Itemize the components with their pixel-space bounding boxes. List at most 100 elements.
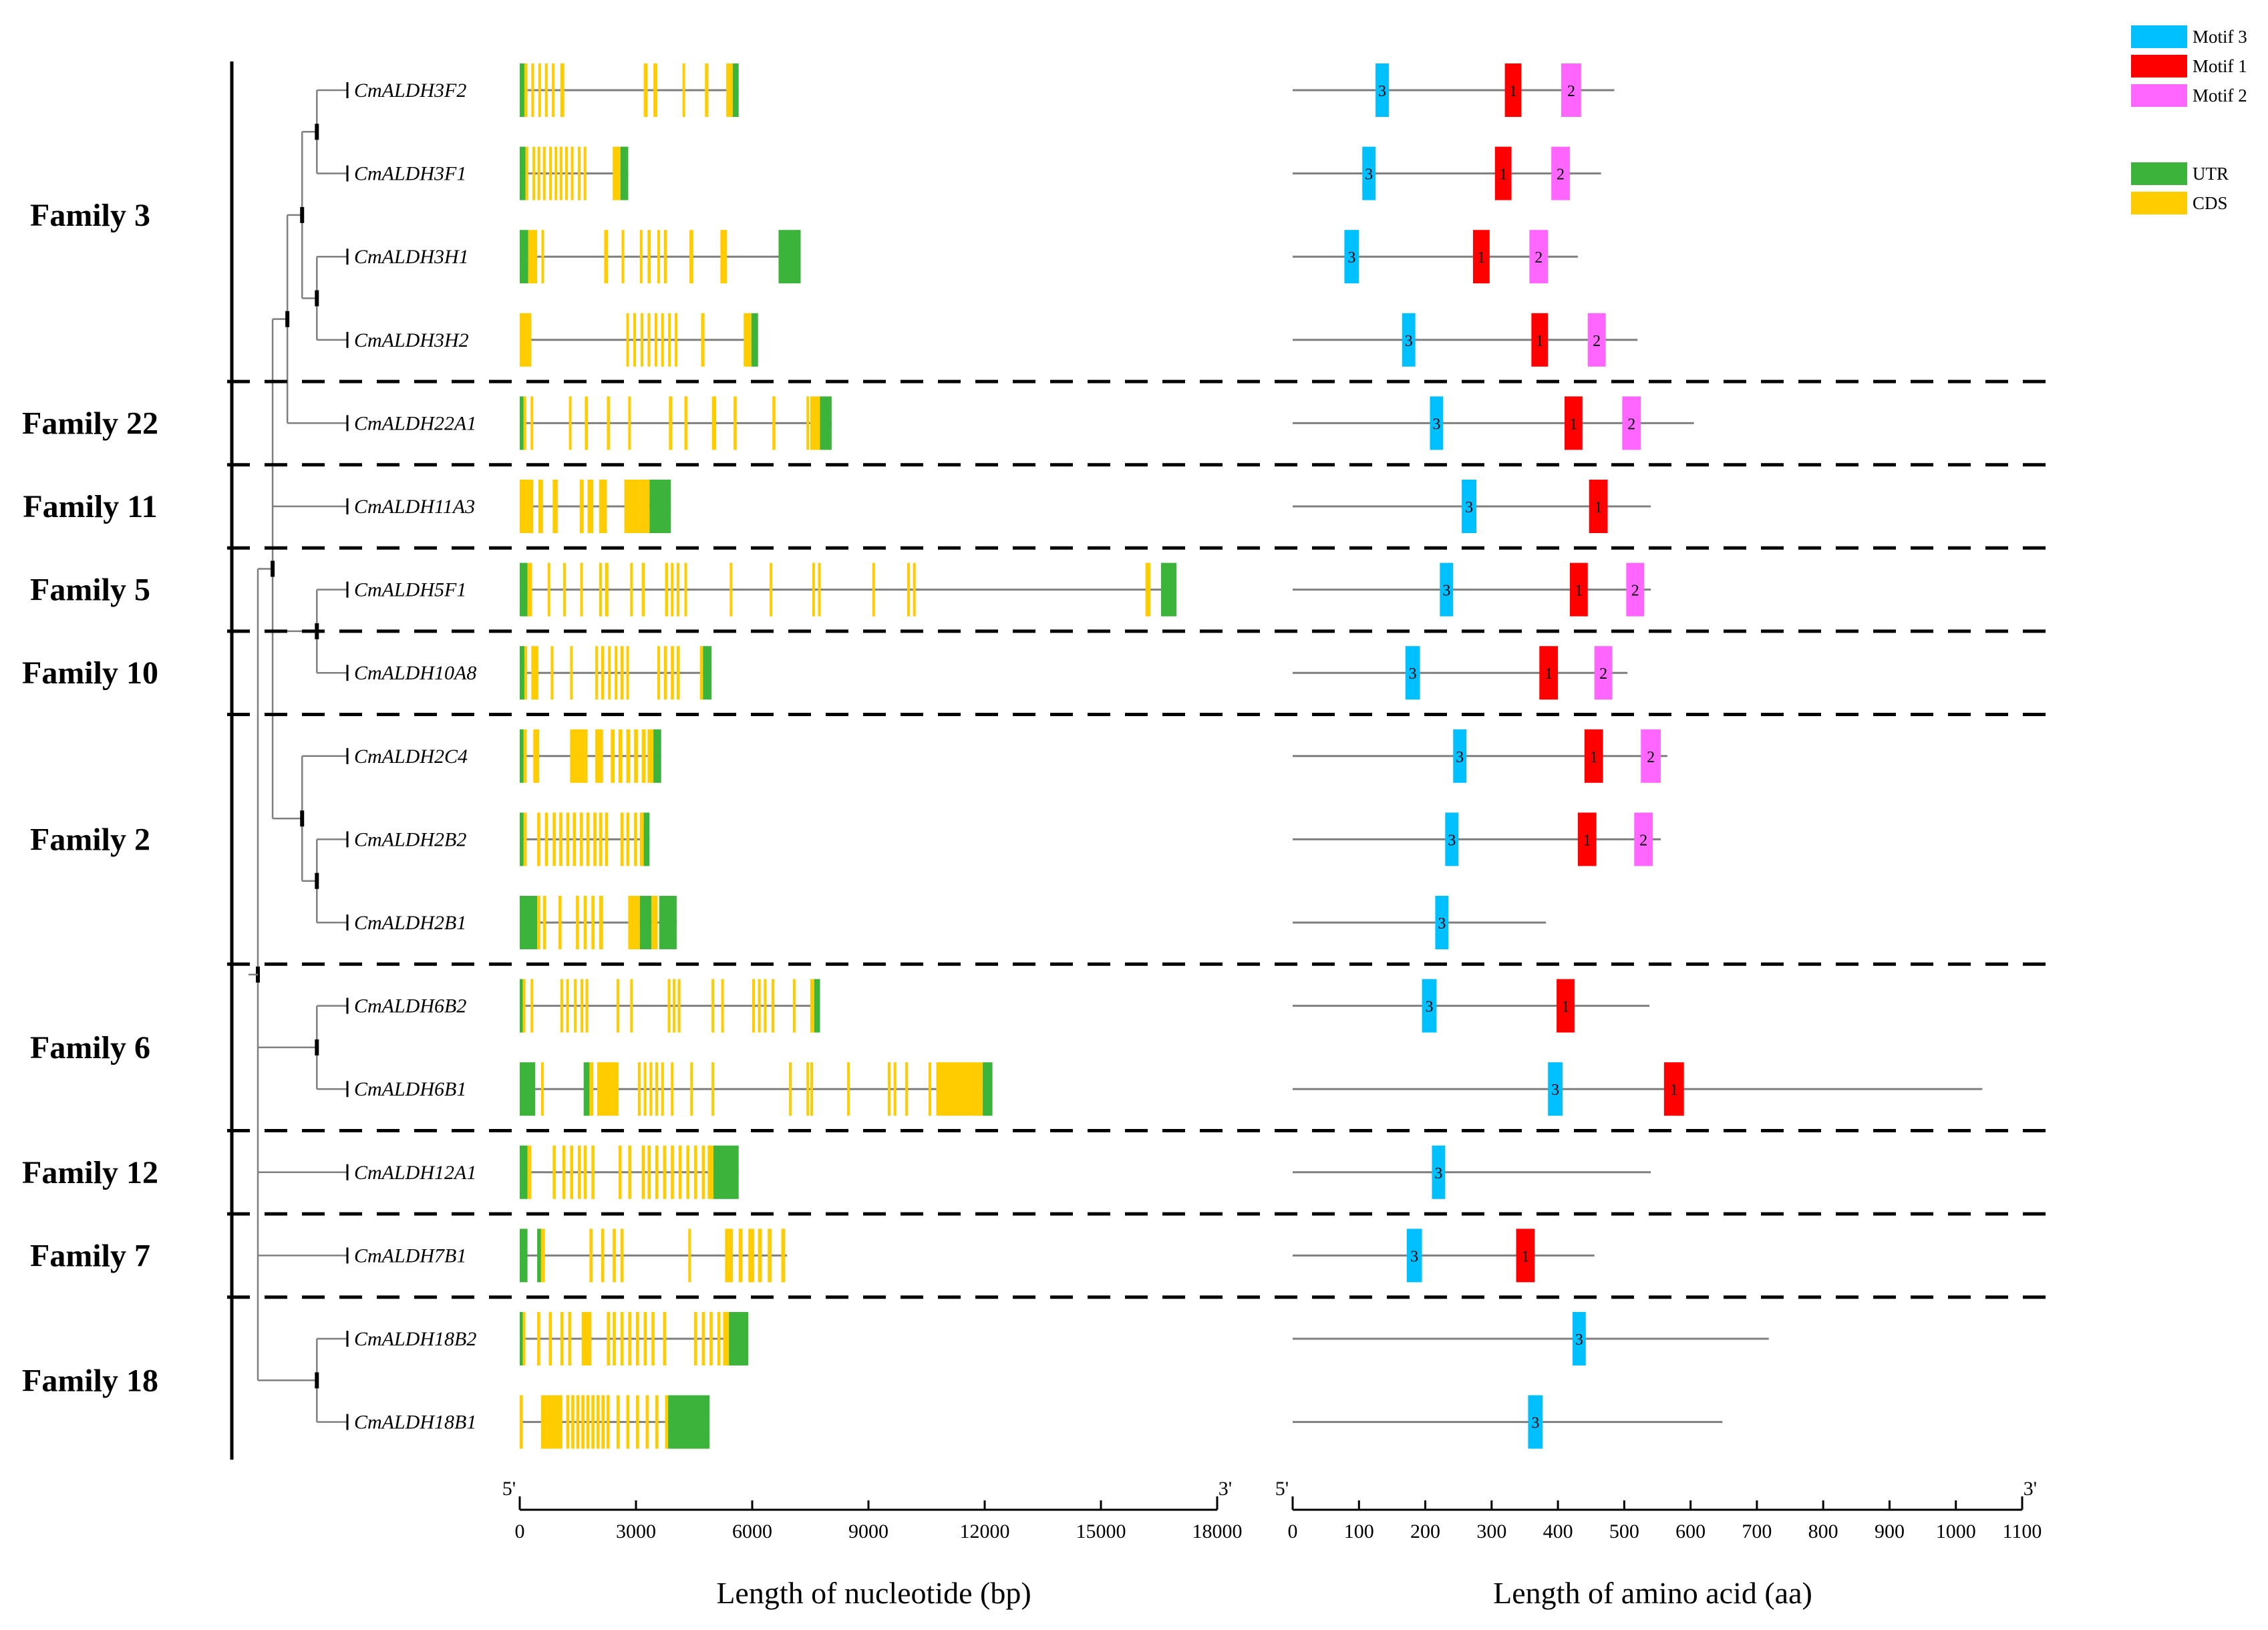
cds-segment	[671, 646, 674, 700]
motif-3-box	[1435, 896, 1449, 949]
cds-segment	[639, 812, 644, 866]
cds-segment	[586, 812, 590, 866]
gene-name-label: CmALDH6B2	[354, 995, 466, 1017]
cds-segment	[676, 562, 679, 617]
cds-segment	[671, 1062, 674, 1116]
gene-name-label: CmALDH3F2	[354, 79, 466, 102]
gene-name-label: CmALDH18B2	[354, 1328, 476, 1350]
motif-1-box	[1494, 146, 1512, 200]
cds-segment	[663, 1312, 667, 1365]
motif-number-label: 3	[1438, 915, 1446, 933]
cds-segment	[657, 646, 660, 700]
cds-segment	[522, 979, 526, 1033]
cds-segment	[571, 146, 574, 200]
cds-segment	[576, 1395, 580, 1449]
axes: Length of nucleotide (bp) Length of amin…	[502, 1478, 2042, 1610]
cds-segment	[606, 1395, 610, 1449]
cds-segment	[647, 1145, 651, 1199]
cds-segment	[593, 812, 597, 866]
cds-segment	[748, 1229, 754, 1283]
utr-segment	[983, 1062, 993, 1116]
cds-segment	[907, 562, 910, 617]
cds-segment	[607, 396, 611, 450]
cds-segment	[558, 896, 562, 949]
cds-segment	[634, 812, 637, 866]
cds-segment	[599, 562, 602, 617]
cds-segment	[562, 1145, 566, 1199]
cds-segment	[591, 1395, 595, 1449]
motif-3-box	[1453, 729, 1467, 783]
amino_acid-tick-label: 600	[1675, 1520, 1706, 1542]
motif-2-box	[1634, 812, 1653, 866]
motif-number-label: 2	[1593, 333, 1601, 350]
cds-segment	[547, 562, 550, 617]
gene-name-label: CmALDH18B1	[354, 1412, 476, 1434]
motif-2-box	[1594, 646, 1613, 700]
motif-number-label: 2	[1567, 83, 1575, 100]
utr-segment	[778, 230, 801, 284]
amino_acid-tick-label: 300	[1476, 1520, 1506, 1542]
cds-segment	[663, 646, 667, 700]
tree-node-marker	[315, 1372, 319, 1389]
motif-number-label: 2	[1631, 583, 1639, 600]
family-label: Family 2	[30, 822, 150, 857]
cds-segment	[587, 480, 594, 533]
cds-segment	[654, 313, 657, 367]
cds-segment	[665, 1395, 669, 1449]
motif-3-box	[1344, 230, 1359, 284]
legend-label-motif-2: Motif 2	[2193, 86, 2247, 106]
motif-number-label: 3	[1575, 1331, 1583, 1349]
cds-segment	[772, 979, 774, 1033]
cds-segment	[599, 812, 603, 866]
legend-swatch-cds	[2131, 192, 2187, 214]
cds-segment	[523, 812, 527, 866]
cds-segment	[581, 979, 584, 1033]
motif-number-label: 3	[1365, 166, 1373, 184]
utr-segment	[668, 1395, 710, 1449]
motif-2-box	[1626, 562, 1645, 617]
cds-segment	[552, 63, 555, 117]
cds-segment	[601, 646, 605, 700]
cds-segment	[626, 646, 629, 700]
utr-segment	[1160, 562, 1177, 617]
cds-segment	[649, 1062, 653, 1116]
nucleotide-tick-label: 12000	[960, 1520, 1010, 1542]
cds-segment	[738, 1229, 743, 1283]
family-label: Family 3	[30, 198, 150, 233]
motif-3-box	[1572, 1312, 1586, 1365]
cds-segment	[537, 1312, 540, 1365]
cds-segment	[571, 1395, 575, 1449]
motif-3-box	[1406, 1229, 1422, 1283]
cds-segment	[913, 562, 916, 617]
cds-segment	[560, 1312, 564, 1365]
cds-segment	[671, 562, 674, 617]
cds-segment	[711, 979, 715, 1033]
cds-segment	[628, 896, 640, 949]
utr-segment	[649, 480, 671, 533]
cds-segment	[570, 646, 573, 700]
amino-acid-axis-label: Length of amino acid (aa)	[1493, 1576, 1812, 1610]
utr-segment	[537, 1229, 541, 1283]
cds-segment	[752, 979, 755, 1033]
cds-segment	[552, 812, 556, 866]
gene-name-label: CmALDH2C4	[354, 746, 468, 768]
motif-number-label: 3	[1551, 1082, 1559, 1099]
cds-segment	[781, 1229, 786, 1283]
motif-1-box	[1577, 812, 1597, 866]
cds-segment	[645, 1395, 649, 1449]
cds-segment	[566, 1395, 570, 1449]
cds-segment	[770, 562, 773, 617]
cds-segment	[540, 1395, 547, 1449]
cds-segment	[595, 729, 603, 783]
motif-number-label: 2	[1599, 665, 1607, 683]
motif-number-label: 1	[1477, 249, 1485, 267]
cds-segment	[531, 646, 538, 700]
motif-number-label: 3	[1434, 1165, 1442, 1182]
legend-label-cds: CDS	[2193, 193, 2228, 213]
cds-segment	[580, 562, 583, 617]
utr-segment	[583, 1062, 590, 1116]
motif-2-box	[1587, 313, 1606, 367]
cds-segment	[520, 1395, 523, 1449]
motif-3-box	[1422, 979, 1437, 1033]
cds-segment	[663, 1145, 667, 1199]
